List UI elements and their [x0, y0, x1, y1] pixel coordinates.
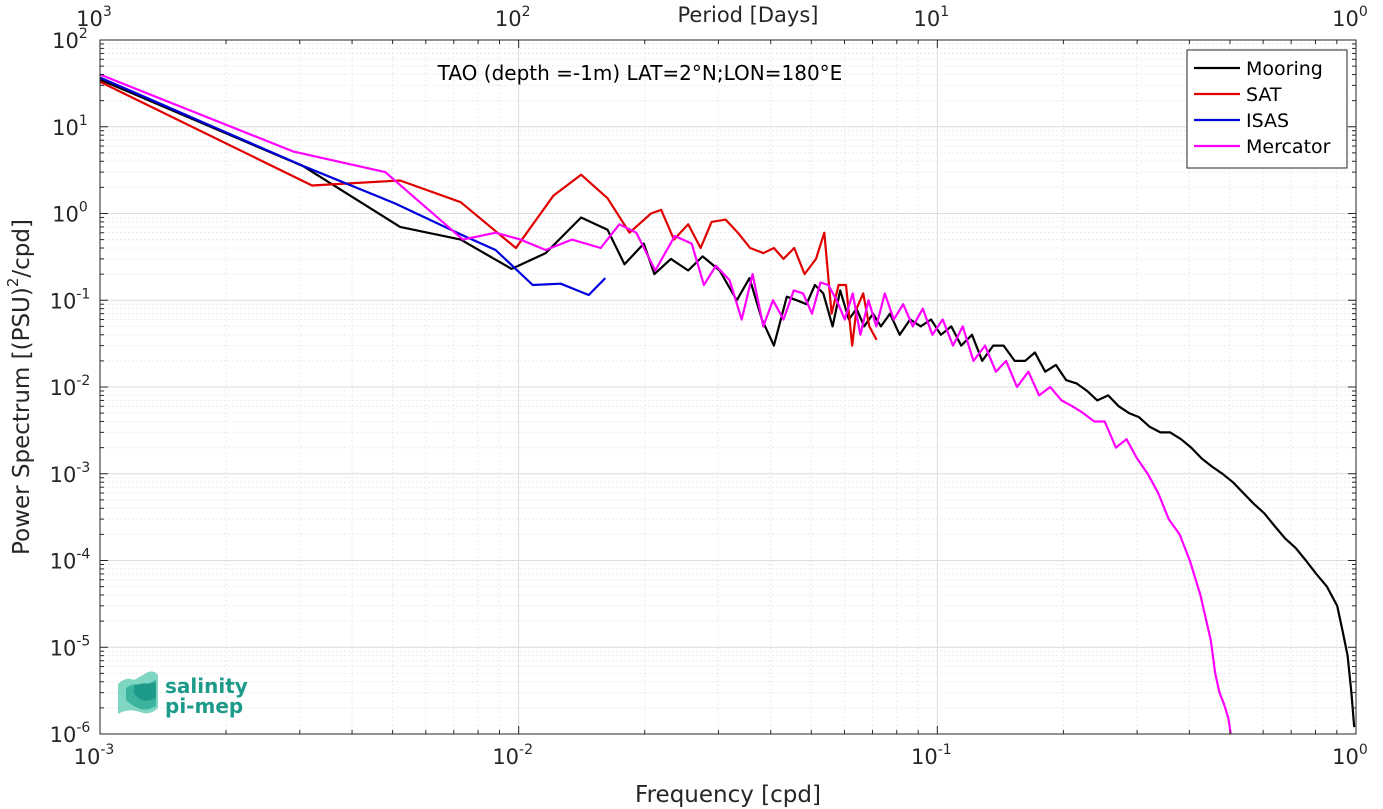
x-tick-label: 10-3 [74, 742, 115, 769]
chart-title: TAO (depth =-1m) LAT=2°N;LON=180°E [437, 61, 843, 85]
y-axis-label-sup: 2 [4, 278, 22, 288]
legend-label-sat: SAT [1246, 84, 1282, 106]
logo-text-pi-mep: pi-mep [165, 694, 243, 718]
legend: Mooring SAT ISAS Mercator [1186, 49, 1348, 169]
y-tick-label: 10-4 [50, 547, 91, 574]
x-tick-label: 10-1 [911, 742, 952, 769]
legend-label-mercator: Mercator [1246, 136, 1331, 158]
x-tick-label: 10-2 [492, 742, 533, 769]
y-tick-label: 10-5 [50, 633, 91, 660]
series-layer [99, 73, 1356, 735]
y-axis-label-end: /cpd] [9, 219, 35, 278]
y-tick-label: 10-6 [50, 720, 91, 747]
legend-items: Mooring SAT ISAS Mercator [1194, 58, 1331, 158]
y-tick-label: 100 [52, 200, 88, 227]
series-line-sat [99, 80, 878, 347]
legend-label-mooring: Mooring [1246, 58, 1323, 80]
series-line-isas [99, 76, 607, 297]
tick-marks [99, 39, 1357, 735]
grid [99, 40, 1356, 735]
legend-box [1186, 49, 1348, 169]
y-axis-label-main: Power Spectrum [(PSU) [9, 287, 35, 555]
y-tick-label: 10-1 [50, 286, 91, 313]
x-tick-label: 100 [1332, 742, 1368, 769]
y-tick-label: 102 [52, 26, 88, 53]
legend-label-isas: ISAS [1246, 110, 1289, 132]
top-tick-label: 102 [495, 4, 531, 31]
y-tick-label: 10-3 [50, 460, 91, 487]
y-tick-label: 101 [52, 113, 88, 140]
top-axis-label: Period [Days] [678, 3, 819, 27]
series-line-mercator [99, 73, 1232, 735]
series-line-mooring [99, 78, 1356, 728]
y-axis-label: Power Spectrum [(PSU)2/cpd] [4, 219, 35, 555]
y-tick-label: 10-2 [50, 373, 91, 400]
logo-text-salinity: salinity [165, 674, 248, 698]
x-axis-label: Frequency [cpd] [635, 782, 821, 808]
wave-logo-icon [118, 671, 158, 714]
salinity-pi-mep-logo: salinity pi-mep [118, 671, 248, 718]
top-tick-label: 100 [1332, 4, 1368, 31]
top-tick-label: 103 [76, 4, 112, 31]
top-tick-label: 101 [914, 4, 950, 31]
